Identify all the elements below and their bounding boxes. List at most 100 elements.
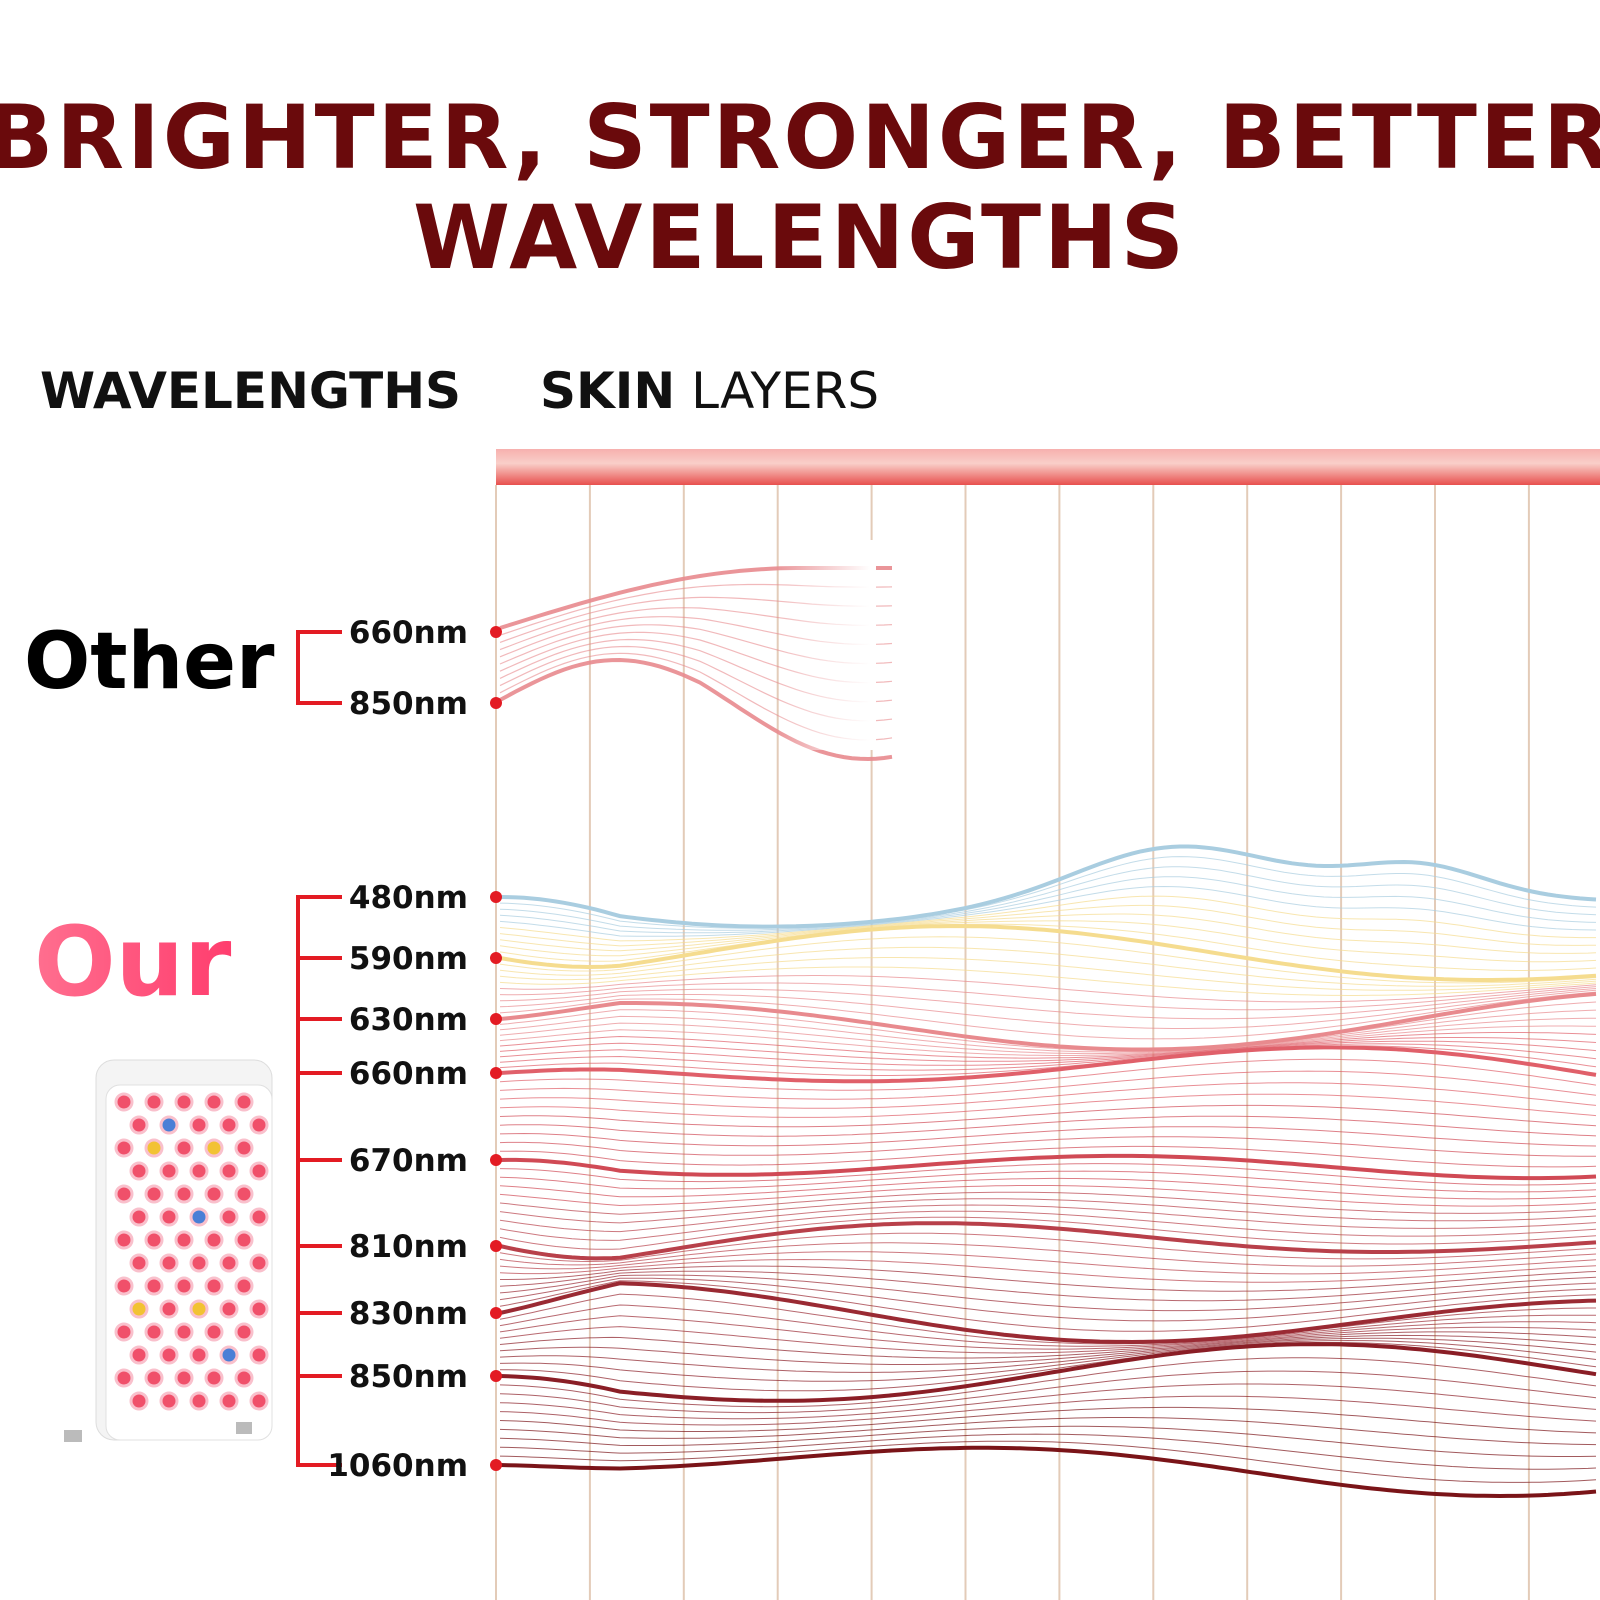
wavelength-dot [490,1459,502,1471]
thin-wave [499,1043,1597,1071]
wavelength-label: 630nm [349,1002,468,1038]
thin-wave [499,957,1597,991]
thin-wave [499,1383,1597,1420]
heading-part: SKIN [540,362,675,420]
thin-wave [499,1045,1597,1076]
title-line: WAVELENGTHS [413,186,1187,289]
led [219,1391,239,1411]
led [114,1230,134,1250]
led [204,1184,224,1204]
led [249,1299,269,1319]
thin-wave [499,1082,1597,1109]
thin-wave [499,975,1597,1003]
led [174,1276,194,1296]
led [114,1368,134,1388]
led [129,1115,149,1135]
thin-wave [499,923,1597,971]
led [174,1092,194,1112]
thin-wave [499,1210,1597,1241]
led [234,1138,254,1158]
led [189,1253,209,1273]
wavelength-dot [490,697,502,709]
led [129,1345,149,1365]
led [144,1322,164,1342]
wavelength-dot [490,1240,502,1252]
wavelength-dot [490,1370,502,1382]
thin-wave [499,1145,1597,1168]
thin-wave [499,1058,1597,1091]
column-heading: SKIN LAYERS [540,362,879,420]
wavelength-dot [490,1067,502,1079]
led [114,1184,134,1204]
thin-wave [499,1440,1597,1483]
led [144,1276,164,1296]
led [204,1276,224,1296]
thin-wave [499,895,1596,942]
thin-wave [499,1277,1597,1322]
led [249,1207,269,1227]
thin-wave [499,1163,1597,1186]
led [219,1253,239,1273]
led [189,1299,209,1319]
thin-wave [499,1425,1597,1457]
thin-wave [499,1017,1597,1055]
thin-wave [499,989,1597,1029]
led [249,1253,269,1273]
led [114,1092,134,1112]
led [234,1184,254,1204]
thin-wave [499,1334,1597,1365]
thin-wave [499,946,1597,987]
led [114,1276,134,1296]
thin-wave [499,1191,1597,1215]
thin-wave [499,1232,1597,1263]
led [159,1253,179,1273]
wavelength-label: 670nm [349,1143,468,1179]
group-label: Other [24,617,275,707]
wavelength-label: 850nm [349,686,468,722]
main-wave [499,1221,1597,1261]
thin-wave [499,1170,1597,1193]
thin-wave [499,1270,1597,1302]
thin-wave [500,1265,1597,1292]
thin-wave [499,1104,1597,1128]
device-foot [236,1422,252,1434]
led [204,1322,224,1342]
thin-wave [499,1009,1597,1053]
thin-wave [499,1406,1597,1434]
led [189,1161,209,1181]
thin-wave [500,1342,1597,1392]
led [174,1322,194,1342]
main-wave [499,844,1597,929]
thin-wave [499,1242,1597,1267]
thin-wave [499,1293,1596,1345]
title-line: BRIGHTER, STRONGER, BETTER [0,86,1600,189]
led [129,1207,149,1227]
led [144,1138,164,1158]
thin-wave [499,885,1597,937]
led [189,1391,209,1411]
led [159,1207,179,1227]
device-foot [64,1430,82,1442]
thin-wave [499,991,1597,1040]
thin-wave [499,1395,1597,1426]
main-wave [499,991,1597,1052]
led [159,1345,179,1365]
led [174,1230,194,1250]
thin-wave [499,1331,1597,1359]
thin-wave [499,1185,1597,1207]
thin-wave [499,1274,1597,1312]
led [129,1253,149,1273]
led [114,1138,134,1158]
thin-wave [499,936,1597,984]
waves [496,540,1597,1499]
thin-wave [499,904,1597,947]
wavelength-label: 660nm [349,1056,468,1092]
thin-wave [499,1251,1597,1275]
thin-wave [499,856,1597,929]
led [219,1345,239,1365]
led [159,1161,179,1181]
thin-wave [499,1326,1597,1354]
led [174,1368,194,1388]
led [204,1138,224,1158]
